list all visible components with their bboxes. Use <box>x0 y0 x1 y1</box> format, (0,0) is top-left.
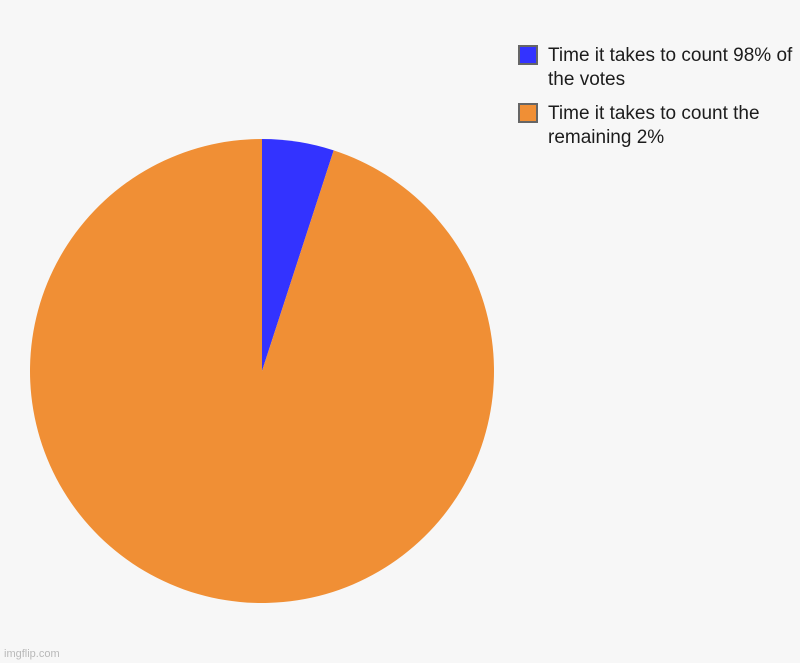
legend-item-1: Time it takes to count 98% of the votes <box>518 44 800 92</box>
legend-label-1: Time it takes to count 98% of the votes <box>548 45 793 90</box>
legend-swatch-blue <box>518 45 538 65</box>
watermark: imgflip.com <box>4 648 60 660</box>
pie-slices <box>30 139 494 604</box>
pie-slice-1 <box>262 139 334 371</box>
legend-swatch-orange <box>518 103 538 123</box>
legend: Time it takes to count 98% of the votes … <box>518 44 800 160</box>
legend-label-2: Time it takes to count the remaining 2% <box>548 103 760 148</box>
legend-item-2: Time it takes to count the remaining 2% <box>518 102 800 150</box>
pie-slice-2 <box>30 139 494 604</box>
